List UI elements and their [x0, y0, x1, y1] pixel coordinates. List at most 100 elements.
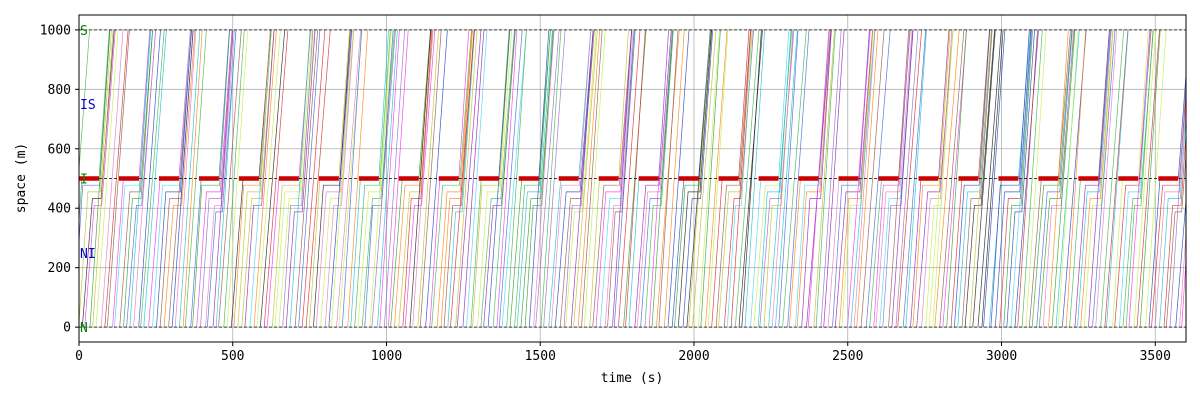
vehicle-trajectory [698, 29, 720, 328]
vehicle-trajectory [171, 29, 194, 328]
vehicle-trajectory [436, 29, 473, 328]
x-axis-label: time (s) [601, 371, 664, 386]
vehicle-trajectory [1074, 29, 1111, 328]
vehicle-trajectory [377, 29, 398, 328]
vehicle-trajectory [417, 29, 439, 328]
vehicle-trajectory [723, 29, 754, 328]
vehicle-trajectory [879, 29, 914, 328]
vehicle-trajectory [1181, 254, 1186, 328]
vehicle-trajectory [994, 29, 1032, 328]
vehicle-trajectory [682, 29, 714, 328]
y-axis-ticks: 0 200 400 600 800 1000 [40, 23, 79, 336]
vehicle-trajectory [888, 29, 910, 328]
vehicle-trajectory [443, 29, 475, 328]
x-tick-label: 3000 [986, 349, 1017, 364]
y-axis-label: space (m) [14, 143, 29, 213]
vehicle-trajectory [259, 29, 286, 328]
vehicle-trajectory [634, 29, 672, 328]
vehicle-trajectory [1006, 29, 1035, 328]
vehicle-trajectory [357, 29, 394, 328]
vehicle-trajectory [156, 29, 192, 328]
vehicle-trajectory [656, 29, 680, 328]
vehicle-trajectory [233, 29, 271, 328]
vehicle-trajectory [336, 29, 362, 328]
vehicle-trajectory [487, 29, 511, 328]
vehicle-trajectory [932, 29, 954, 328]
vehicle-trajectory [1003, 29, 1033, 328]
vehicle-trajectory [964, 29, 995, 328]
vehicle-trajectory [1122, 29, 1154, 328]
vehicle-trajectory [524, 29, 554, 328]
vehicle-trajectory [875, 29, 913, 328]
vehicle-trajectory [565, 29, 597, 328]
vehicle-trajectory [1083, 29, 1114, 328]
vehicle-trajectory [961, 29, 993, 328]
vehicle-trajectory [847, 29, 871, 328]
vehicle-trajectory [1100, 29, 1125, 328]
vehicle-trajectory [550, 29, 592, 328]
vehicle-trajectory [554, 29, 594, 328]
vehicle-trajectory [237, 29, 272, 328]
vehicle-trajectory [1119, 29, 1151, 328]
vehicle-trajectory [715, 29, 751, 328]
vehicle-trajectory [354, 29, 391, 328]
vehicle-trajectory [241, 29, 275, 328]
vehicle-trajectory [450, 29, 475, 328]
vehicle-trajectory [1057, 29, 1079, 328]
vehicle-trajectory [347, 29, 369, 328]
vehicle-trajectory [514, 29, 551, 328]
vehicle-trajectory [1159, 110, 1186, 328]
vehicle-trajectory [324, 29, 355, 328]
vehicle-trajectory [535, 29, 560, 328]
vehicle-trajectory [771, 29, 794, 328]
vehicle-trajectory [212, 29, 234, 328]
vehicle-trajectory [856, 29, 879, 328]
vehicle-trajectory [305, 29, 331, 328]
vehicle-trajectory [274, 29, 313, 328]
vehicle-trajectory [1179, 228, 1186, 328]
y-tick-label: 600 [48, 142, 71, 157]
vehicle-trajectory [778, 29, 799, 328]
vehicle-trajectory [516, 29, 553, 328]
vehicle-trajectory [226, 29, 249, 328]
vehicle-trajectory [734, 29, 760, 328]
x-tick-label: 2500 [832, 349, 863, 364]
vehicle-trajectory [285, 29, 316, 328]
zone-label: NI [80, 247, 96, 262]
vehicle-trajectory [873, 29, 911, 328]
vehicle-trajectory [1088, 29, 1110, 328]
vehicle-trajectory [563, 29, 594, 328]
vehicle-trajectory [823, 29, 845, 328]
vehicle-trajectory [1136, 29, 1160, 328]
vehicle-trajectory [807, 29, 830, 328]
vehicle-trajectory [677, 29, 713, 328]
vehicle-trajectory [447, 29, 475, 328]
vehicle-trajectory [1055, 29, 1080, 328]
vehicle-trajectory [301, 29, 326, 328]
vehicle-trajectory [796, 29, 832, 328]
x-tick-label: 2000 [678, 349, 709, 364]
y-tick-label: 1000 [40, 23, 71, 38]
vehicle-trajectory [648, 29, 669, 328]
plot-frame [78, 14, 1187, 343]
vehicle-trajectory [592, 29, 632, 328]
vehicle-trajectory [1163, 129, 1186, 328]
vehicle-trajectory [182, 29, 203, 328]
vehicle-trajectory [533, 29, 555, 328]
vehicle-trajectory [205, 29, 235, 328]
x-tick-label: 500 [221, 349, 244, 364]
vehicle-trajectory [1165, 150, 1186, 328]
vehicle-trajectory [92, 29, 114, 328]
zone-label: I [80, 173, 88, 188]
x-tick-label: 1500 [525, 349, 556, 364]
vehicle-trajectory [123, 29, 153, 328]
vehicle-trajectory [79, 29, 112, 328]
vehicle-trajectory [604, 29, 635, 328]
vehicle-trajectory [1175, 196, 1186, 328]
vehicle-trajectory [839, 29, 874, 328]
vehicle-trajectory [1125, 29, 1154, 328]
vehicle-trajectory [865, 29, 891, 328]
vehicle-trajectory [477, 29, 513, 328]
x-tick-label: 1000 [371, 349, 402, 364]
